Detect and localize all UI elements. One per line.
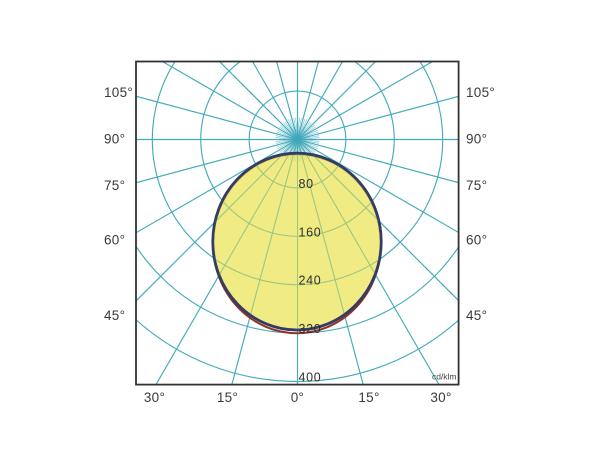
svg-text:90°: 90° [466,132,487,147]
svg-text:105°: 105° [104,85,133,100]
svg-text:75°: 75° [104,178,125,193]
svg-text:240: 240 [299,274,322,288]
svg-text:45°: 45° [466,308,487,323]
svg-text:60°: 60° [104,233,125,248]
svg-text:30°: 30° [430,390,451,405]
svg-text:45°: 45° [104,308,125,323]
svg-text:105°: 105° [466,85,495,100]
svg-text:160: 160 [299,225,322,239]
svg-text:60°: 60° [466,233,487,248]
svg-text:0°: 0° [291,390,305,405]
svg-text:75°: 75° [466,178,487,193]
svg-text:30°: 30° [144,390,165,405]
svg-text:90°: 90° [104,132,125,147]
svg-text:cd/klm: cd/klm [432,371,457,381]
svg-text:15°: 15° [358,390,379,405]
svg-text:15°: 15° [217,390,238,405]
svg-text:80: 80 [299,177,314,191]
svg-text:320: 320 [299,322,322,336]
svg-text:400: 400 [299,370,322,384]
